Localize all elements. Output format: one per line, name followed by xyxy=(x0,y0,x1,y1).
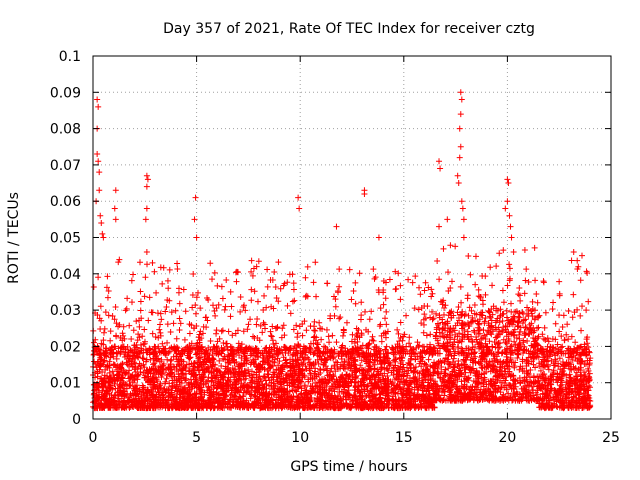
data-point xyxy=(108,374,115,381)
data-point xyxy=(506,261,513,268)
data-point xyxy=(174,358,181,365)
data-point xyxy=(394,326,401,333)
data-point xyxy=(507,343,514,350)
data-point xyxy=(303,366,310,373)
data-point xyxy=(181,336,188,343)
data-point xyxy=(433,310,440,317)
data-point xyxy=(566,371,573,378)
data-point xyxy=(517,297,524,304)
data-point xyxy=(496,314,503,321)
data-point xyxy=(133,318,140,325)
data-point xyxy=(177,320,184,327)
data-point xyxy=(289,298,296,305)
data-point xyxy=(134,337,141,344)
data-point xyxy=(497,389,504,396)
data-point xyxy=(583,352,590,359)
data-point xyxy=(294,330,301,337)
data-point xyxy=(487,314,494,321)
data-points xyxy=(90,89,594,412)
data-point xyxy=(522,323,529,330)
data-point xyxy=(250,333,257,340)
data-point xyxy=(222,363,229,370)
data-point xyxy=(126,322,133,329)
data-point xyxy=(459,331,466,338)
data-point xyxy=(221,369,228,376)
data-point xyxy=(505,390,512,397)
data-point xyxy=(172,307,179,314)
data-point xyxy=(225,328,232,335)
data-point xyxy=(245,366,252,373)
data-point xyxy=(471,301,478,308)
data-point xyxy=(294,334,301,341)
data-point xyxy=(163,375,170,382)
data-point xyxy=(532,277,539,284)
data-point xyxy=(510,359,517,366)
data-point xyxy=(447,242,454,249)
data-point xyxy=(476,360,483,367)
data-point xyxy=(445,269,452,276)
data-point xyxy=(207,338,214,344)
data-point xyxy=(131,359,138,366)
data-point xyxy=(240,328,247,335)
data-point xyxy=(237,308,244,315)
data-point xyxy=(534,299,541,306)
data-point xyxy=(454,309,461,316)
data-point xyxy=(420,329,427,336)
gridlines xyxy=(93,56,611,419)
data-point xyxy=(414,339,421,346)
data-point xyxy=(524,382,531,389)
data-point xyxy=(310,351,317,358)
data-point xyxy=(384,365,391,372)
data-point xyxy=(416,342,423,349)
data-point xyxy=(494,348,501,355)
data-point xyxy=(586,370,593,377)
data-point xyxy=(111,316,118,323)
data-point xyxy=(318,336,325,343)
data-point xyxy=(167,357,174,364)
data-point xyxy=(275,298,282,305)
data-point xyxy=(332,358,339,365)
data-point xyxy=(219,295,226,302)
data-point xyxy=(488,317,495,324)
data-point xyxy=(499,317,506,324)
data-point xyxy=(500,299,507,306)
data-point xyxy=(422,361,429,368)
data-point xyxy=(260,373,267,380)
